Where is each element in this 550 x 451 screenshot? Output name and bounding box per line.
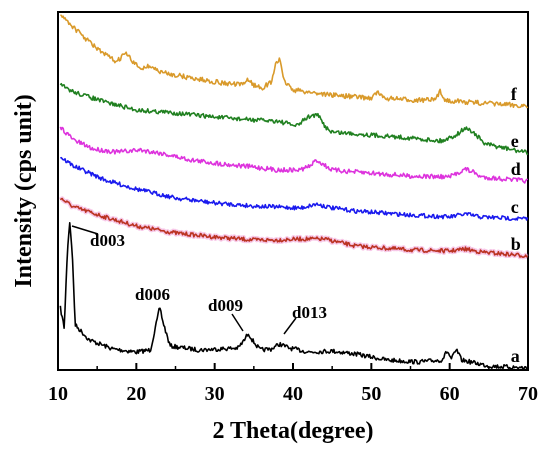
x-axis-ticks: 10 20 30 40 50 60 70 (48, 363, 538, 405)
annotation-d013: d013 (292, 303, 327, 322)
series-c-line (60, 156, 529, 221)
annotation-d006: d006 (135, 285, 170, 304)
series-e-label: e (511, 131, 519, 151)
series-a-line (59, 222, 528, 370)
series-f-label: f (511, 84, 518, 104)
series-f-line (60, 14, 529, 109)
x-tick-label: 70 (518, 383, 538, 405)
series-d-label: d (511, 159, 521, 179)
annotations: d003 d006 d009 d013 (71, 225, 327, 335)
x-tick-label: 20 (126, 383, 146, 405)
series-e-line (59, 82, 529, 156)
series-a-label: a (511, 346, 520, 366)
x-tick-label: 40 (283, 383, 303, 405)
annotation-leader-d009 (231, 313, 244, 332)
annotation-d003: d003 (90, 231, 125, 250)
x-tick-label: 50 (361, 383, 381, 405)
series-d-line (59, 126, 528, 184)
x-tick-label: 10 (48, 383, 68, 405)
series-b-label: b (511, 234, 521, 254)
y-axis-title: Intensity (cps unit) (11, 94, 37, 287)
annotation-leader-d013 (283, 317, 297, 335)
x-axis-title: 2 Theta(degree) (212, 418, 373, 444)
series-b-line (59, 197, 528, 259)
x-tick-label: 30 (205, 383, 225, 405)
x-tick-label: 60 (440, 383, 460, 405)
annotation-d009: d009 (208, 296, 243, 315)
series-c-label: c (511, 197, 519, 217)
annotation-leader-d003 (71, 225, 99, 235)
